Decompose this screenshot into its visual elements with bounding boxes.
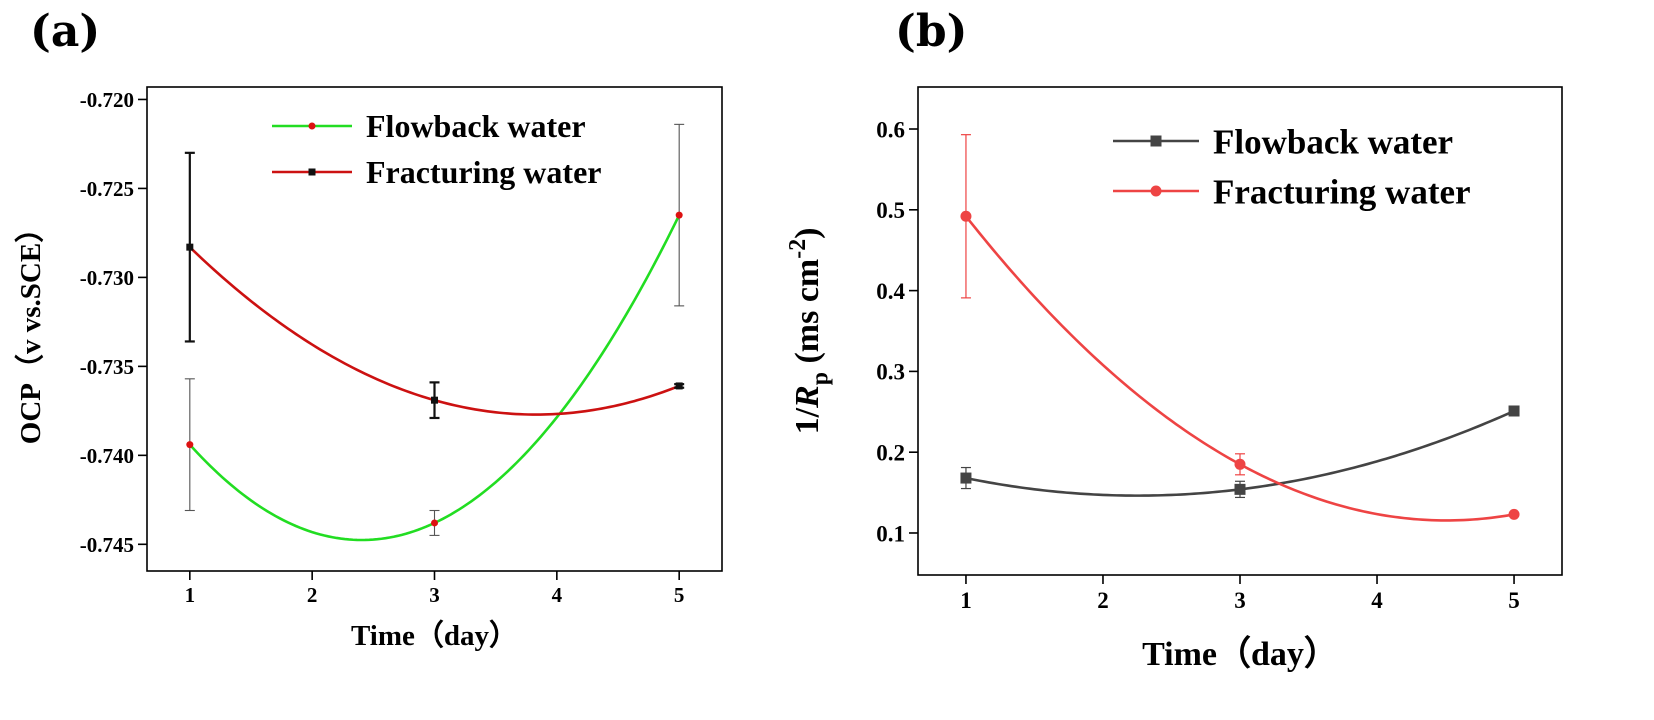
- legend-marker: [1150, 135, 1162, 147]
- chart-a-ocp: 1 2 3 4 5 -0.745 -0.740 -0.735 -0.730 -0.725 -0.72…: [14, 86, 723, 652]
- data-point: [431, 396, 438, 404]
- legend-marker: [1150, 185, 1162, 197]
- x-axis-title: Time（day）: [1142, 634, 1338, 673]
- x-tick-label: 4: [1371, 588, 1383, 613]
- y-tick-label: 0.2: [876, 440, 905, 465]
- y-tick-label: -0.745: [80, 533, 134, 557]
- x-tick-label: 2: [1097, 588, 1109, 613]
- x-tick-label: 2: [307, 583, 318, 607]
- data-point: [186, 243, 194, 251]
- legend-label: Flowback water: [366, 108, 586, 144]
- x-tick-label: 3: [429, 583, 440, 607]
- data-point: [1508, 405, 1520, 417]
- data-point: [960, 472, 972, 484]
- x-tick-label: 3: [1234, 588, 1246, 613]
- legend-label: Fracturing water: [1213, 172, 1471, 211]
- data-point: [1234, 483, 1246, 495]
- data-point: [675, 211, 683, 219]
- series-line: [188, 214, 681, 542]
- legend-label: Flowback water: [1213, 122, 1453, 161]
- panel-label-a: (a): [30, 6, 100, 57]
- x-tick-label: 5: [674, 583, 685, 607]
- y-axis-title: 1/Rp (ms cm-2): [785, 228, 833, 435]
- y-tick-label: -0.740: [80, 444, 134, 468]
- series-fracturing-water: Fracturing water: [184, 151, 685, 420]
- series-fracturing-water: Fracturing water: [960, 134, 1520, 522]
- x-tick-label: 1: [960, 588, 972, 613]
- y-axis-title: OCP（v vs.SCE）: [14, 214, 47, 444]
- data-point: [675, 382, 683, 390]
- y-tick-label: 0.5: [876, 198, 905, 223]
- legend-marker: [308, 168, 316, 176]
- data-point: [1234, 458, 1246, 470]
- y-tick-label: 0.6: [876, 117, 905, 142]
- x-tick-label: 4: [552, 583, 563, 607]
- data-point: [960, 210, 972, 222]
- x-tick-label: 5: [1508, 588, 1520, 613]
- chart-b-inverse-rp: 1 2 3 4 5 0.1 0.2 0.3 0.4 0.5 0.6 Time（day） 1/Rp (ms…: [785, 86, 1563, 673]
- data-point: [186, 441, 194, 449]
- series-flowback-water: Flowback water: [960, 122, 1520, 499]
- y-tick-label: 0.4: [876, 279, 905, 304]
- series-flowback-water: Flowback water: [184, 108, 685, 542]
- y-tick-label: -0.735: [80, 355, 134, 379]
- y-tick-label: -0.720: [80, 88, 134, 112]
- panel-label-b: (b): [895, 6, 967, 57]
- x-tick-label: 1: [185, 583, 196, 607]
- x-axis-title: Time（day）: [351, 619, 518, 652]
- y-tick-label: -0.725: [80, 177, 134, 201]
- legend-marker: [308, 122, 316, 130]
- data-point: [1508, 508, 1520, 520]
- y-tick-label: -0.730: [80, 266, 134, 290]
- y-tick-label: 0.3: [876, 360, 905, 385]
- legend-label: Fracturing water: [366, 154, 601, 190]
- y-tick-label: 0.1: [876, 521, 905, 546]
- data-point: [431, 519, 438, 527]
